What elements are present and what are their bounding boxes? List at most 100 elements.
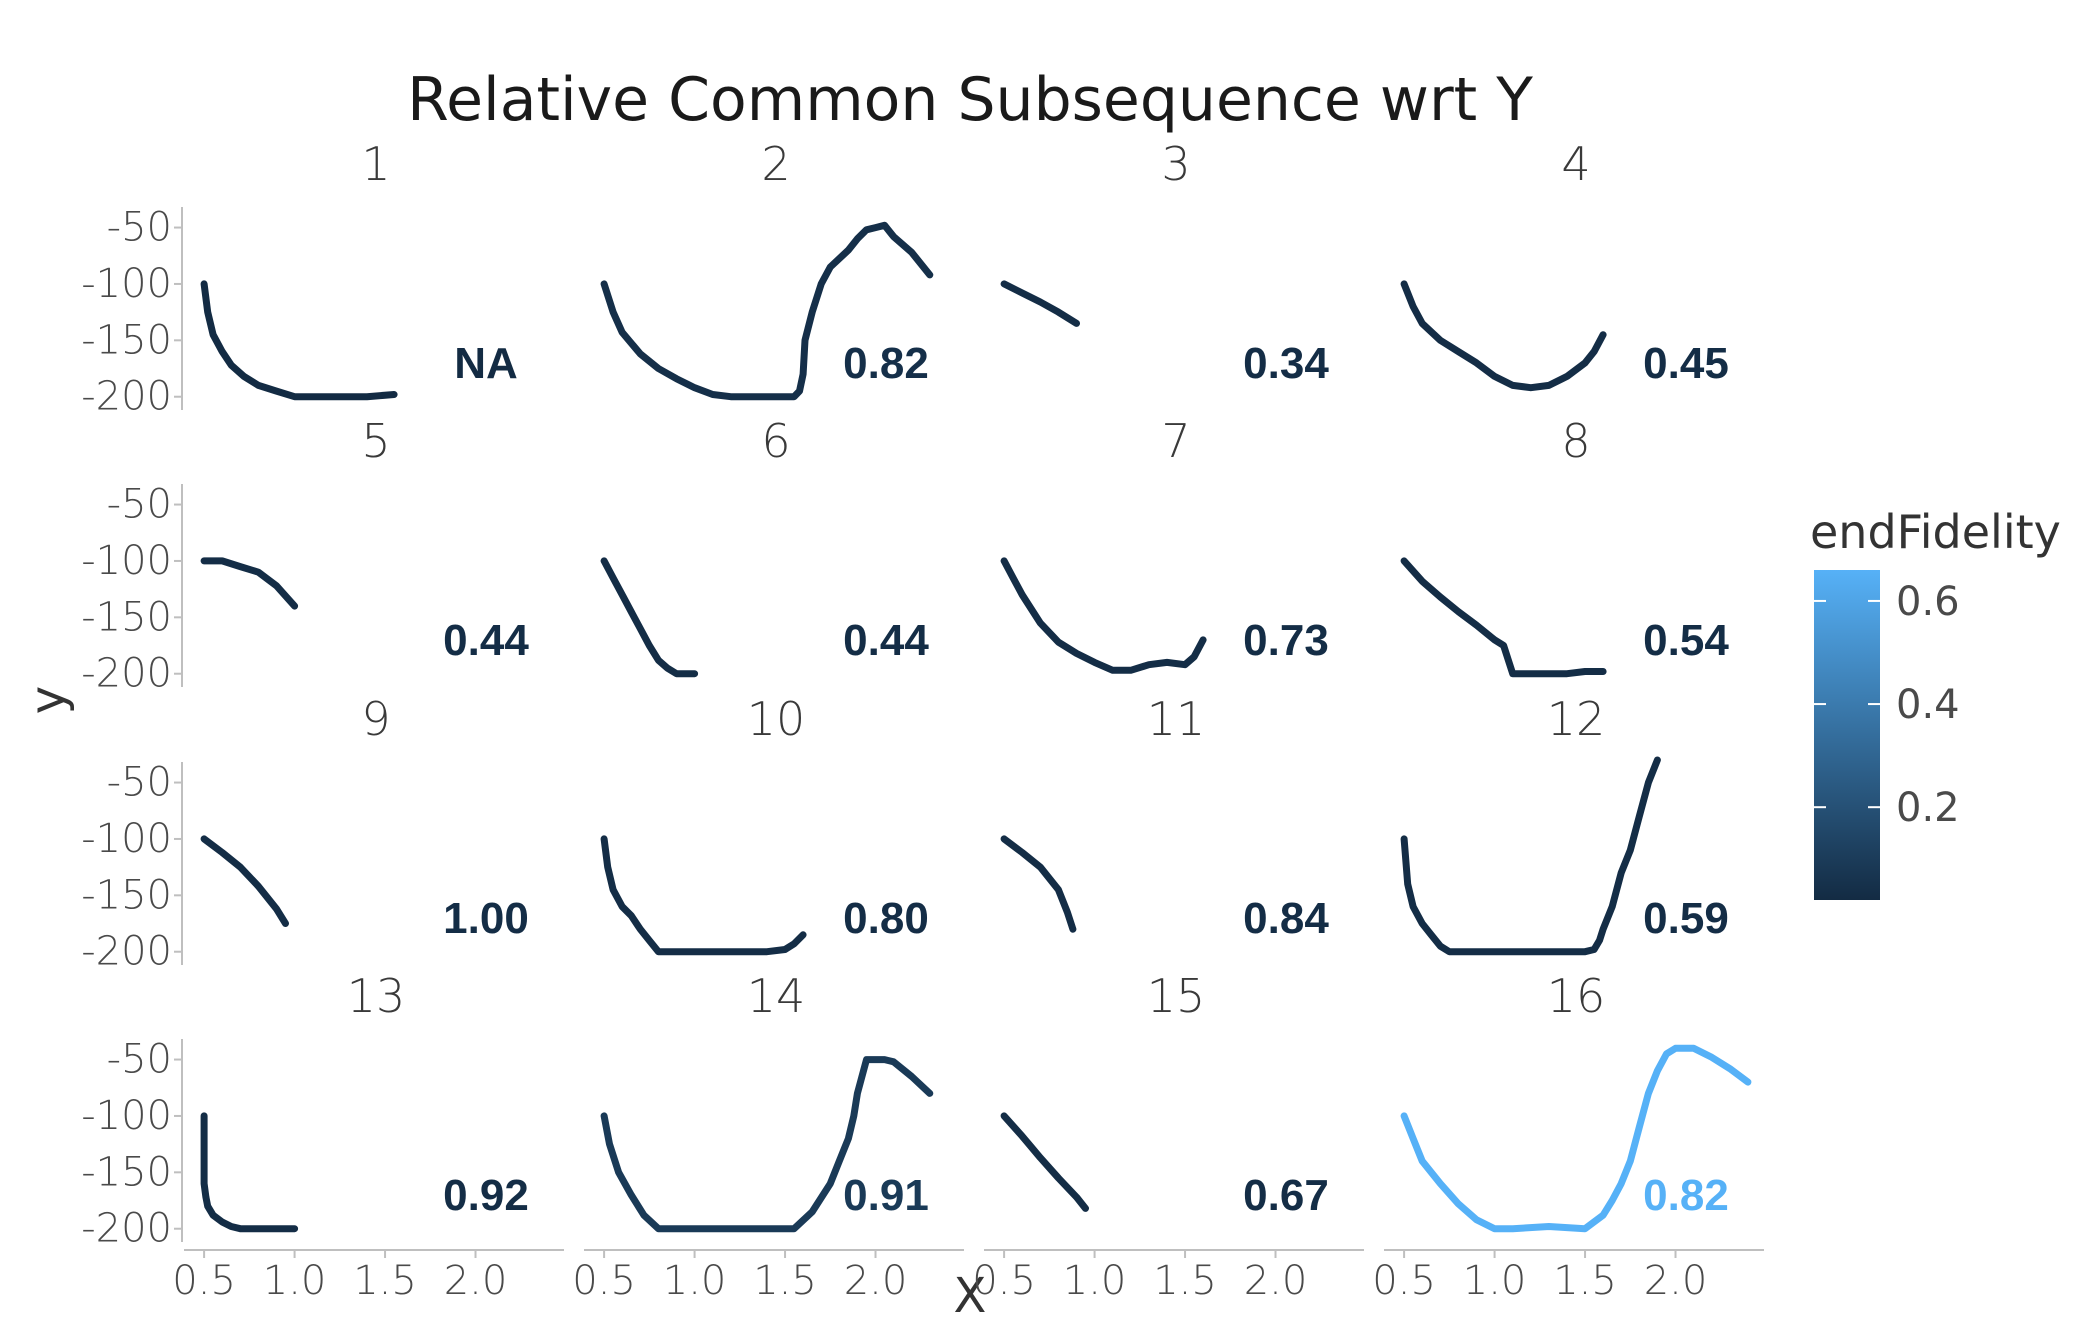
legend-ticks: 0.2 0.4 0.6 [1814, 579, 1960, 831]
x-tick-label: 0.5 [972, 1258, 1036, 1304]
panel-14-value-label: 0.91 [843, 1171, 929, 1220]
panel-1-series-line [200, 280, 398, 401]
panel-4-strip-label: 4 [1561, 137, 1590, 191]
panel-15-strip-label: 15 [1147, 969, 1206, 1023]
panel-12: 120.59 [1400, 692, 1729, 956]
panel-8-strip-label: 8 [1561, 414, 1590, 468]
panel-11-strip-label: 11 [1147, 692, 1206, 746]
y-tick-label: -200 [81, 1206, 172, 1252]
panel-2-series-line [600, 221, 934, 401]
panel-10-strip-label: 10 [747, 692, 806, 746]
panel-13-value-label: 0.92 [443, 1171, 529, 1220]
legend: endFidelity 0.2 0.4 0.6 [1810, 505, 2061, 900]
y-tick-label: -150 [81, 872, 172, 918]
panel-11-value-label: 0.84 [1243, 894, 1329, 943]
panel-2: 20.82 [600, 137, 934, 401]
panel-2-value-label: 0.82 [843, 339, 929, 388]
x-tick-label: 1.0 [663, 1258, 727, 1304]
panel-13-series-line [200, 1112, 299, 1233]
panel-6: 60.44 [600, 414, 929, 678]
panel-9-series-line [200, 835, 289, 927]
x-tick-label: 1.0 [1463, 1258, 1527, 1304]
panel-5-series-line [200, 557, 299, 610]
panel-16-series-line [1400, 1044, 1752, 1233]
panel-9-strip-label: 9 [361, 692, 390, 746]
panel-10-value-label: 0.80 [843, 894, 929, 943]
panel-8: 80.54 [1400, 414, 1729, 678]
panel-11-series-line [1000, 835, 1077, 933]
panel-6-value-label: 0.44 [843, 616, 929, 665]
panel-3: 30.34 [1000, 137, 1329, 388]
panel-12-strip-label: 12 [1547, 692, 1606, 746]
y-axis-title: y [20, 686, 76, 714]
panel-15-value-label: 0.67 [1243, 1171, 1329, 1220]
panel-1-strip-label: 1 [361, 137, 390, 191]
legend-title: endFidelity [1810, 505, 2061, 559]
panel-5-strip-label: 5 [361, 414, 390, 468]
x-tick-label: 1.5 [353, 1258, 417, 1304]
x-tick-label: 0.5 [572, 1258, 636, 1304]
y-tick-label: -150 [81, 594, 172, 640]
x-tick-label: 1.5 [1553, 1258, 1617, 1304]
legend-tick-label: 0.2 [1896, 785, 1960, 831]
y-tick-label: -200 [81, 651, 172, 697]
panel-5-value-label: 0.44 [443, 616, 529, 665]
panel-12-series-line [1400, 756, 1661, 956]
panel-16-value-label: 0.82 [1643, 1171, 1729, 1220]
panel-4-value-label: 0.45 [1643, 339, 1729, 388]
panel-8-value-label: 0.54 [1643, 616, 1729, 665]
y-tick-label: -50 [107, 760, 172, 806]
panel-16-strip-label: 16 [1547, 969, 1606, 1023]
panel-3-series-line [1000, 280, 1080, 327]
panel-7-value-label: 0.73 [1243, 616, 1329, 665]
y-tick-label: -150 [81, 1149, 172, 1195]
y-tick-label: -50 [107, 1037, 172, 1083]
y-tick-label: -200 [81, 929, 172, 975]
legend-tick-label: 0.6 [1896, 579, 1960, 625]
x-tick-label: 1.5 [1153, 1258, 1217, 1304]
x-tick-label: 0.5 [172, 1258, 236, 1304]
y-tick-label: -50 [107, 205, 172, 251]
y-tick-label: -100 [81, 816, 172, 862]
legend-colorbar [1814, 570, 1880, 900]
panel-9: 9 -50 -100 -150 -200 1.00 [81, 692, 529, 975]
panel-5: 5 -50 -100 -150 -200 0.44 [81, 414, 529, 697]
panel-10: 100.80 [600, 692, 929, 956]
panel-15-series-line [1000, 1112, 1089, 1212]
panel-10-series-line [600, 835, 807, 956]
panel-7-strip-label: 7 [1161, 414, 1190, 468]
panel-12-value-label: 0.59 [1643, 894, 1729, 943]
x-tick-label: 2.0 [1244, 1258, 1308, 1304]
facet-panels: 1-50-100-150-200NA20.8230.3440.455-50-10… [81, 137, 1764, 1304]
panel-4: 40.45 [1400, 137, 1729, 392]
panel-7-series-line [1000, 557, 1207, 674]
panel-8-series-line [1400, 557, 1607, 678]
y-tick-label: -100 [81, 261, 172, 307]
y-tick-label: -150 [81, 317, 172, 363]
panel-15: 15 0.5 1.0 1.5 2.0 0.67 [972, 969, 1364, 1304]
x-tick-label: 1.0 [1063, 1258, 1127, 1304]
panel-13-strip-label: 13 [347, 969, 406, 1023]
panel-3-value-label: 0.34 [1243, 339, 1329, 388]
x-tick-label: 2.0 [844, 1258, 908, 1304]
x-axis-title: X [954, 1268, 987, 1324]
panel-9-value-label: 1.00 [443, 894, 529, 943]
y-tick-label: -100 [81, 1093, 172, 1139]
x-tick-label: 1.5 [753, 1258, 817, 1304]
legend-tick-label: 0.4 [1896, 682, 1960, 728]
chart-title: Relative Common Subsequence wrt Y [407, 65, 1533, 135]
x-tick-label: 2.0 [1644, 1258, 1708, 1304]
panel-7: 70.73 [1000, 414, 1329, 674]
panel-4-series-line [1400, 280, 1607, 392]
panel-11: 110.84 [1000, 692, 1329, 943]
x-tick-label: 0.5 [1372, 1258, 1436, 1304]
panel-6-strip-label: 6 [761, 414, 790, 468]
y-tick-label: -100 [81, 538, 172, 584]
panel-14-series-line [600, 1056, 934, 1233]
x-tick-label: 1.0 [263, 1258, 327, 1304]
y-tick-label: -200 [81, 374, 172, 420]
panel-1: 1 -50 -100 -150 -200 NA [81, 137, 518, 420]
